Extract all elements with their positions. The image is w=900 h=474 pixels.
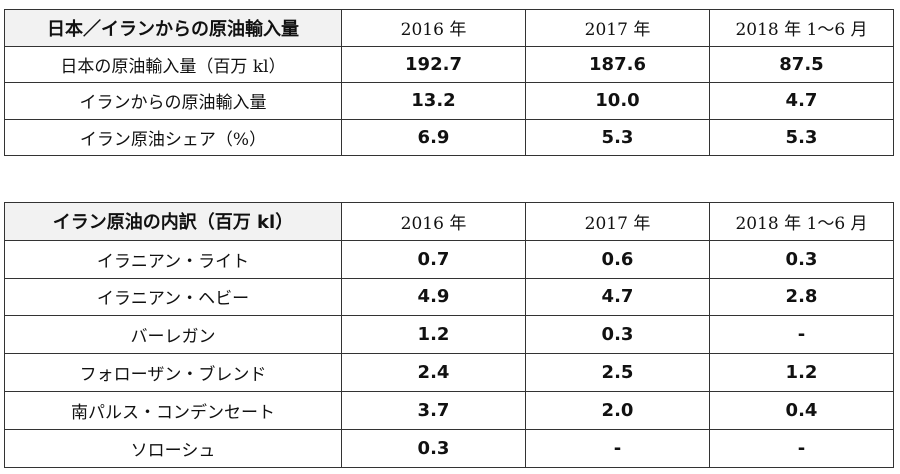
- row-label: フォローザン・ブレンド: [4, 353, 342, 392]
- row-label: 南パルス・コンデンセート: [4, 390, 342, 430]
- cell-value: 5.3: [709, 118, 894, 156]
- cell-value: 4.9: [341, 277, 526, 317]
- cell-value: 2.4: [341, 353, 526, 392]
- cell-value: 192.7: [341, 45, 526, 83]
- cell-value: 0.4: [709, 390, 894, 430]
- cell-value: 6.9: [341, 118, 526, 156]
- table-row: イラニアン・ヘビー 4.9 4.7 2.8: [4, 277, 894, 317]
- column-header-2017: 2017 年: [525, 9, 710, 47]
- table-row: イラン原油シェア（%） 6.9 5.3 5.3: [4, 118, 894, 156]
- crude-breakdown-table: イラン原油の内訳（百万 kl） 2016 年 2017 年 2018 年 1～6…: [4, 202, 894, 468]
- column-header-2017: 2017 年: [525, 202, 710, 241]
- table-row: 南パルス・コンデンセート 3.7 2.0 0.4: [4, 390, 894, 430]
- column-header-2016: 2016 年: [341, 9, 526, 47]
- cell-value: 187.6: [525, 45, 710, 83]
- cell-value: 13.2: [341, 82, 526, 120]
- table-title: 日本／イランからの原油輸入量: [4, 9, 342, 47]
- table-row: 日本の原油輸入量（百万 kl） 192.7 187.6 87.5: [4, 45, 894, 83]
- cell-value: 0.7: [341, 239, 526, 279]
- cell-value: 0.3: [709, 239, 894, 279]
- cell-value: 0.3: [341, 428, 526, 468]
- table-row: バーレガン 1.2 0.3 -: [4, 315, 894, 355]
- row-label: ソローシュ: [4, 428, 342, 468]
- table-row: フォローザン・ブレンド 2.4 2.5 1.2: [4, 353, 894, 392]
- cell-value: 2.5: [525, 353, 710, 392]
- column-header-2018-h1: 2018 年 1～6 月: [709, 202, 894, 241]
- row-label: バーレガン: [4, 315, 342, 355]
- table-row: イラニアン・ライト 0.7 0.6 0.3: [4, 239, 894, 279]
- column-header-2018-h1: 2018 年 1～6 月: [709, 9, 894, 47]
- cell-value: 10.0: [525, 82, 710, 120]
- cell-value: 4.7: [709, 82, 894, 120]
- row-label: イラニアン・ライト: [4, 239, 342, 279]
- table-title: イラン原油の内訳（百万 kl）: [4, 202, 342, 241]
- cell-value: 0.6: [525, 239, 710, 279]
- cell-value: -: [709, 315, 894, 355]
- row-label: イラニアン・ヘビー: [4, 277, 342, 317]
- row-label: イランからの原油輸入量: [4, 82, 342, 120]
- cell-value: 87.5: [709, 45, 894, 83]
- table-header-row: 日本／イランからの原油輸入量 2016 年 2017 年 2018 年 1～6 …: [4, 9, 894, 47]
- cell-value: 3.7: [341, 390, 526, 430]
- cell-value: 1.2: [709, 353, 894, 392]
- import-volume-table: 日本／イランからの原油輸入量 2016 年 2017 年 2018 年 1～6 …: [4, 9, 894, 156]
- row-label: イラン原油シェア（%）: [4, 118, 342, 156]
- cell-value: 5.3: [525, 118, 710, 156]
- cell-value: 1.2: [341, 315, 526, 355]
- table-header-row: イラン原油の内訳（百万 kl） 2016 年 2017 年 2018 年 1～6…: [4, 202, 894, 241]
- cell-value: 2.8: [709, 277, 894, 317]
- table-row: ソローシュ 0.3 - -: [4, 428, 894, 468]
- cell-value: -: [709, 428, 894, 468]
- row-label: 日本の原油輸入量（百万 kl）: [4, 45, 342, 83]
- column-header-2016: 2016 年: [341, 202, 526, 241]
- cell-value: 0.3: [525, 315, 710, 355]
- cell-value: -: [525, 428, 710, 468]
- cell-value: 4.7: [525, 277, 710, 317]
- table-row: イランからの原油輸入量 13.2 10.0 4.7: [4, 82, 894, 120]
- cell-value: 2.0: [525, 390, 710, 430]
